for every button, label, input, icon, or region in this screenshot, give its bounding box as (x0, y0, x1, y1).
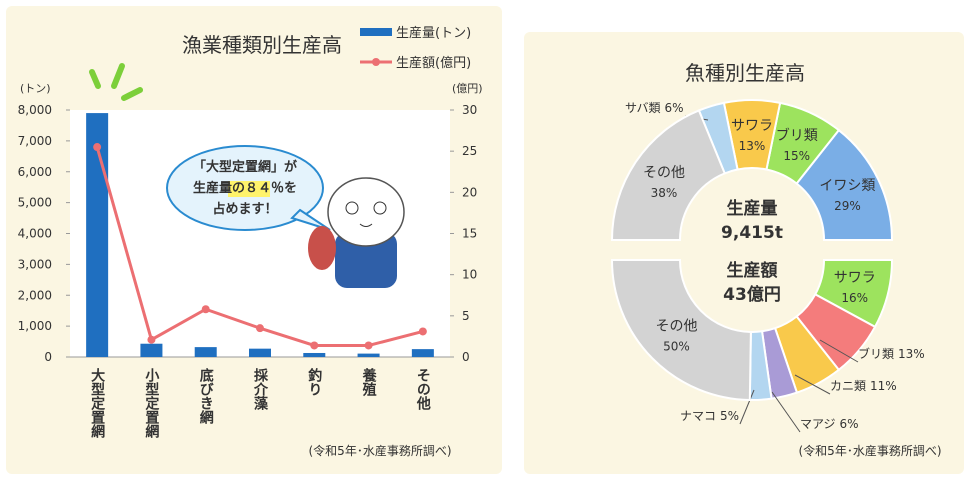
legend-label: 生産量(トン) (396, 25, 471, 41)
annotation: 生産量の８４％を (193, 180, 297, 196)
y-unit: (トン) (20, 82, 51, 95)
x-tick-label: その他 (415, 368, 432, 411)
slice-name: ナマコ (680, 409, 716, 423)
line-point (147, 336, 155, 344)
y2-tick-label: 0 (462, 350, 470, 364)
slice-label: ナマコ 5% (680, 409, 739, 423)
source-note: (令和5年･水産事務所調べ) (309, 443, 452, 458)
slice-name: ブリ類 (858, 346, 894, 361)
slice-value: 13% (898, 347, 925, 361)
slice-value: 15% (783, 149, 810, 163)
legend-label: 生産額(億円) (396, 55, 471, 71)
y2-tick-label: 30 (462, 103, 477, 117)
mascot-head (328, 178, 404, 246)
mascot-eye (374, 202, 386, 214)
center-label: 生産量 (727, 198, 778, 219)
y2-tick-label: 15 (462, 227, 477, 241)
slice-value: 16% (841, 291, 868, 305)
bar (303, 353, 325, 357)
annotation: 「大型定置網」が (193, 159, 297, 175)
center-label: 生産額 (727, 260, 778, 281)
mascot-eye (346, 202, 358, 214)
slice-name: サワラ (731, 118, 773, 134)
line-point (419, 327, 427, 335)
slice-value: 38% (651, 186, 678, 200)
bar (249, 349, 271, 357)
y2-tick-label: 5 (462, 309, 470, 323)
slice-name: その他 (643, 165, 685, 181)
x-tick-label: 釣り (306, 367, 322, 396)
legend-swatch (360, 28, 392, 36)
y-tick-label: 6,000 (18, 165, 52, 179)
center-total: 9,415t (721, 223, 783, 243)
line-point (202, 305, 210, 313)
chart-title: 漁業種類別生産高 (182, 33, 342, 57)
center-total: 43億円 (723, 284, 781, 305)
slice-name: サワラ (834, 270, 876, 286)
slice-value: 50% (663, 339, 690, 353)
source-note: (令和5年･水産事務所調べ) (799, 443, 942, 458)
bar (358, 354, 380, 357)
slice-name: マアジ (800, 417, 836, 431)
chart-title: 魚種別生産高 (685, 61, 805, 85)
slice-value: 11% (870, 379, 897, 393)
slice-value: 6% (840, 417, 859, 431)
bar (140, 344, 162, 357)
y-tick-label: 5,000 (18, 196, 52, 210)
slice-value: 13% (739, 139, 766, 153)
x-tick-label: 採介藻 (252, 367, 269, 411)
y2-tick-label: 20 (462, 185, 477, 199)
slice-value: 6% (665, 101, 684, 115)
line-point (93, 143, 101, 151)
bar (195, 347, 217, 357)
y-tick-label: 8,000 (18, 103, 52, 117)
slice-name: ブリ類 (776, 127, 818, 144)
line-point (310, 341, 318, 349)
x-tick-label: 底びき網 (198, 367, 214, 425)
y2-tick-label: 25 (462, 144, 477, 158)
y-tick-label: 3,000 (18, 257, 52, 271)
y2-tick-label: 10 (462, 268, 477, 282)
bar (412, 349, 434, 357)
x-tick-label: 大型定置網 (89, 367, 105, 439)
slice-label: マアジ 6% (800, 417, 859, 431)
annotation: 占めます！ (212, 201, 277, 217)
x-tick-label: 小型定置網 (143, 368, 159, 439)
slice-value: 5% (720, 409, 739, 423)
slice-value: 29% (834, 199, 861, 213)
slice-label: サバ類 6% (625, 101, 684, 115)
line-point (256, 324, 264, 332)
right-panel (524, 32, 964, 474)
y-tick-label: 4,000 (18, 227, 52, 241)
y-tick-label: 7,000 (18, 134, 52, 148)
y-tick-label: 1,000 (18, 319, 52, 333)
page: 漁業種類別生産高 (トン) (億円) 「大型定置網」が 生産量の８４％を 占めま… (0, 0, 969, 480)
slice-name: サバ類 (625, 101, 661, 115)
slice-name: その他 (655, 318, 697, 334)
slice-name: イワシ類 (819, 178, 875, 194)
y-tick-label: 0 (44, 350, 52, 364)
x-tick-label: 養殖 (361, 367, 378, 397)
slice-name: カニ類 (830, 379, 866, 393)
line-point (365, 341, 373, 349)
legend-swatch (372, 58, 380, 66)
y2-unit: (億円) (452, 82, 483, 95)
slice-label: ブリ類 13% (858, 346, 925, 361)
fish (308, 226, 336, 270)
y-tick-label: 2,000 (18, 288, 52, 302)
slice-label: カニ類 11% (830, 379, 897, 393)
